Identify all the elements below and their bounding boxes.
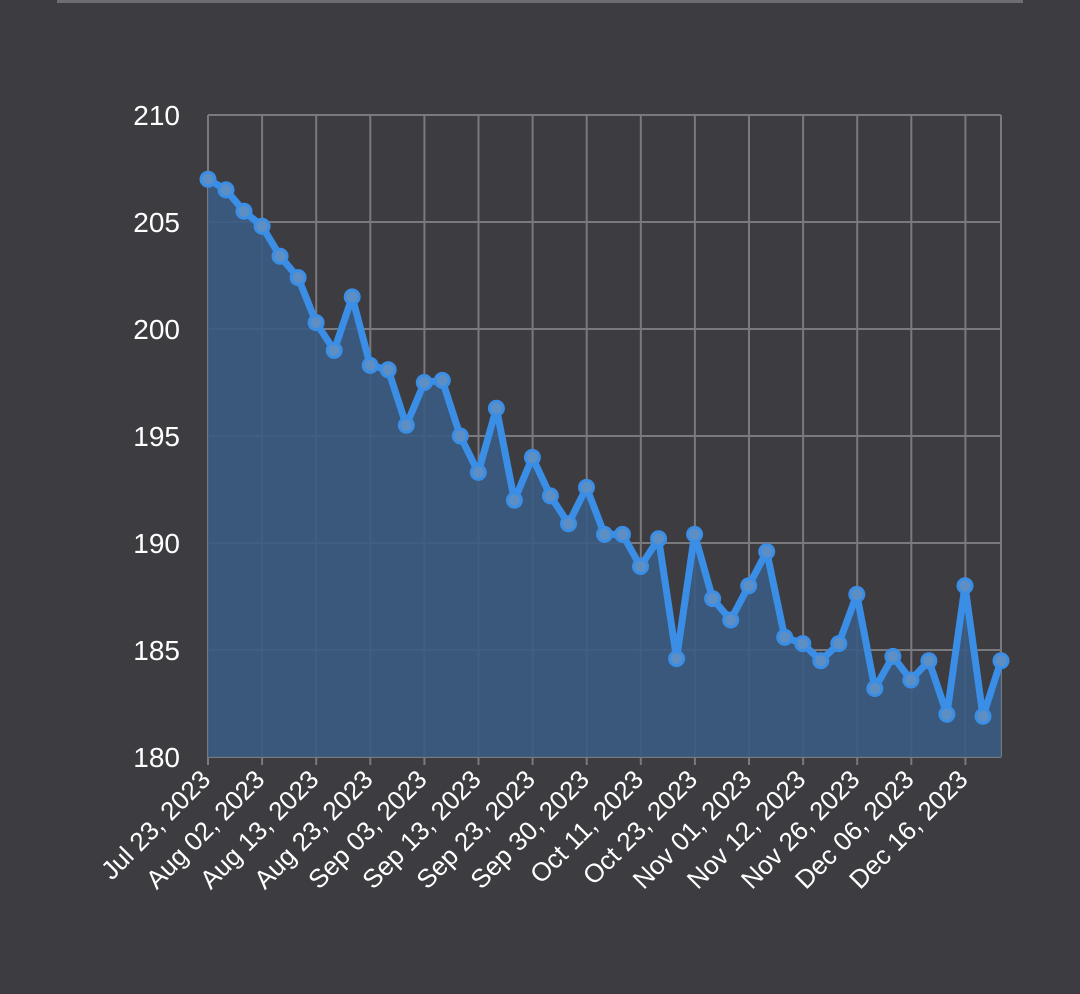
y-axis-labels: 180 185 190 195 200 205 210 [133, 100, 180, 773]
data-point [686, 525, 704, 543]
y-tick-label: 190 [133, 528, 180, 559]
data-point [451, 427, 469, 445]
data-point [848, 585, 866, 603]
data-point [325, 341, 343, 359]
data-point [397, 416, 415, 434]
data-point [469, 463, 487, 481]
data-point [343, 288, 361, 306]
y-tick-label: 200 [133, 314, 180, 345]
y-tick-label: 195 [133, 421, 180, 452]
area-fill [208, 179, 1001, 757]
data-point [596, 525, 613, 543]
data-point [578, 478, 595, 496]
data-point [938, 705, 956, 723]
data-point [614, 525, 631, 543]
y-tick-label: 210 [133, 100, 180, 131]
data-point [794, 635, 812, 653]
data-point [199, 170, 217, 188]
data-point [289, 269, 307, 287]
data-point [668, 650, 686, 668]
data-point [704, 590, 722, 608]
data-point [758, 543, 776, 561]
data-point [253, 217, 271, 235]
data-point [560, 515, 577, 533]
data-point [812, 652, 830, 670]
y-tick-label: 185 [133, 635, 180, 666]
data-point [217, 181, 235, 199]
data-point [541, 487, 559, 505]
data-point [902, 671, 920, 689]
data-point [974, 707, 992, 725]
data-point [632, 558, 649, 575]
data-point [235, 202, 253, 220]
data-point [830, 635, 848, 653]
data-points [199, 170, 1010, 725]
data-point [920, 652, 938, 670]
data-point [307, 314, 325, 332]
data-point [505, 491, 523, 509]
data-point [884, 647, 902, 665]
data-point [361, 356, 379, 374]
y-tick-label: 205 [133, 207, 180, 238]
data-point [956, 577, 974, 595]
data-point [487, 399, 505, 417]
y-tick-label: 180 [133, 742, 180, 773]
data-point [271, 247, 289, 265]
top-divider [57, 0, 1023, 3]
data-point [379, 361, 397, 379]
data-point [415, 374, 433, 391]
data-point [433, 371, 451, 389]
data-point [740, 577, 758, 595]
data-point [523, 448, 541, 466]
data-point [776, 628, 794, 646]
data-point [650, 530, 668, 548]
data-point [722, 611, 740, 629]
data-point [992, 652, 1010, 670]
data-point [866, 680, 884, 697]
